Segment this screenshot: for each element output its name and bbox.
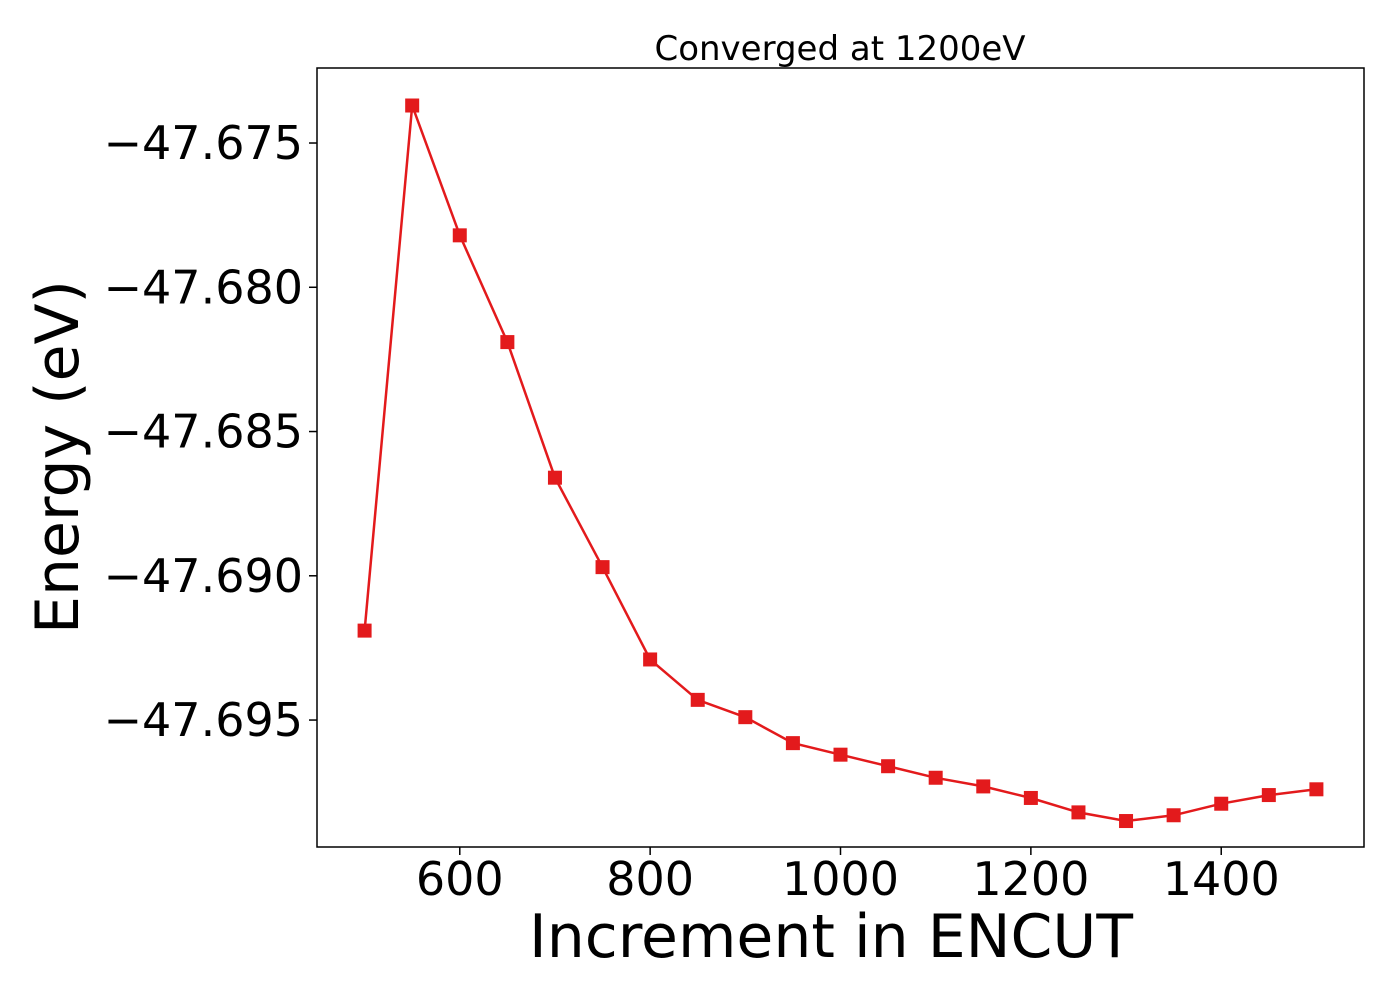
data-point-marker	[643, 652, 658, 667]
chart-title: Converged at 1200eV	[654, 29, 1025, 69]
data-point-marker	[405, 98, 420, 113]
x-tick-label: 1400	[1163, 852, 1280, 906]
data-point-marker	[690, 692, 705, 707]
x-tick-label: 800	[606, 852, 694, 906]
y-axis-label: Energy (eV)	[23, 280, 93, 634]
data-point-marker	[1023, 790, 1038, 805]
series-layer	[357, 98, 1324, 829]
y-tick-label: −47.675	[104, 116, 304, 170]
data-point-marker	[452, 228, 467, 243]
y-axis: −47.675 −47.680 −47.685 −47.690 −47.695	[104, 116, 317, 747]
data-point-marker	[1166, 808, 1181, 823]
y-tick-label: −47.690	[104, 549, 304, 603]
series-line	[363, 105, 1317, 823]
data-point-marker	[738, 710, 753, 725]
data-point-marker	[595, 560, 610, 575]
data-point-marker	[785, 736, 800, 751]
y-tick-label: −47.695	[104, 693, 304, 747]
data-point-marker	[547, 470, 562, 485]
x-tick-label: 600	[416, 852, 504, 906]
data-point-marker	[1214, 796, 1229, 811]
data-point-marker	[1309, 782, 1324, 797]
data-point-marker	[881, 759, 896, 774]
x-tick-label: 1200	[972, 852, 1089, 906]
data-point-marker	[500, 335, 515, 350]
data-point-marker	[1119, 814, 1134, 829]
data-point-marker	[833, 747, 848, 762]
data-point-marker	[928, 770, 943, 785]
data-point-marker	[1071, 805, 1086, 820]
y-tick-label: −47.680	[104, 260, 304, 314]
x-axis: 600 800 1000 1200 1400	[416, 847, 1280, 906]
data-point-marker	[357, 623, 372, 638]
x-axis-label: Increment in ENCUT	[529, 902, 1133, 972]
plot-area-frame	[316, 67, 1365, 848]
data-point-marker	[1261, 788, 1276, 803]
y-tick-label: −47.685	[104, 405, 304, 459]
data-point-marker	[976, 779, 991, 794]
x-tick-label: 1000	[782, 852, 899, 906]
